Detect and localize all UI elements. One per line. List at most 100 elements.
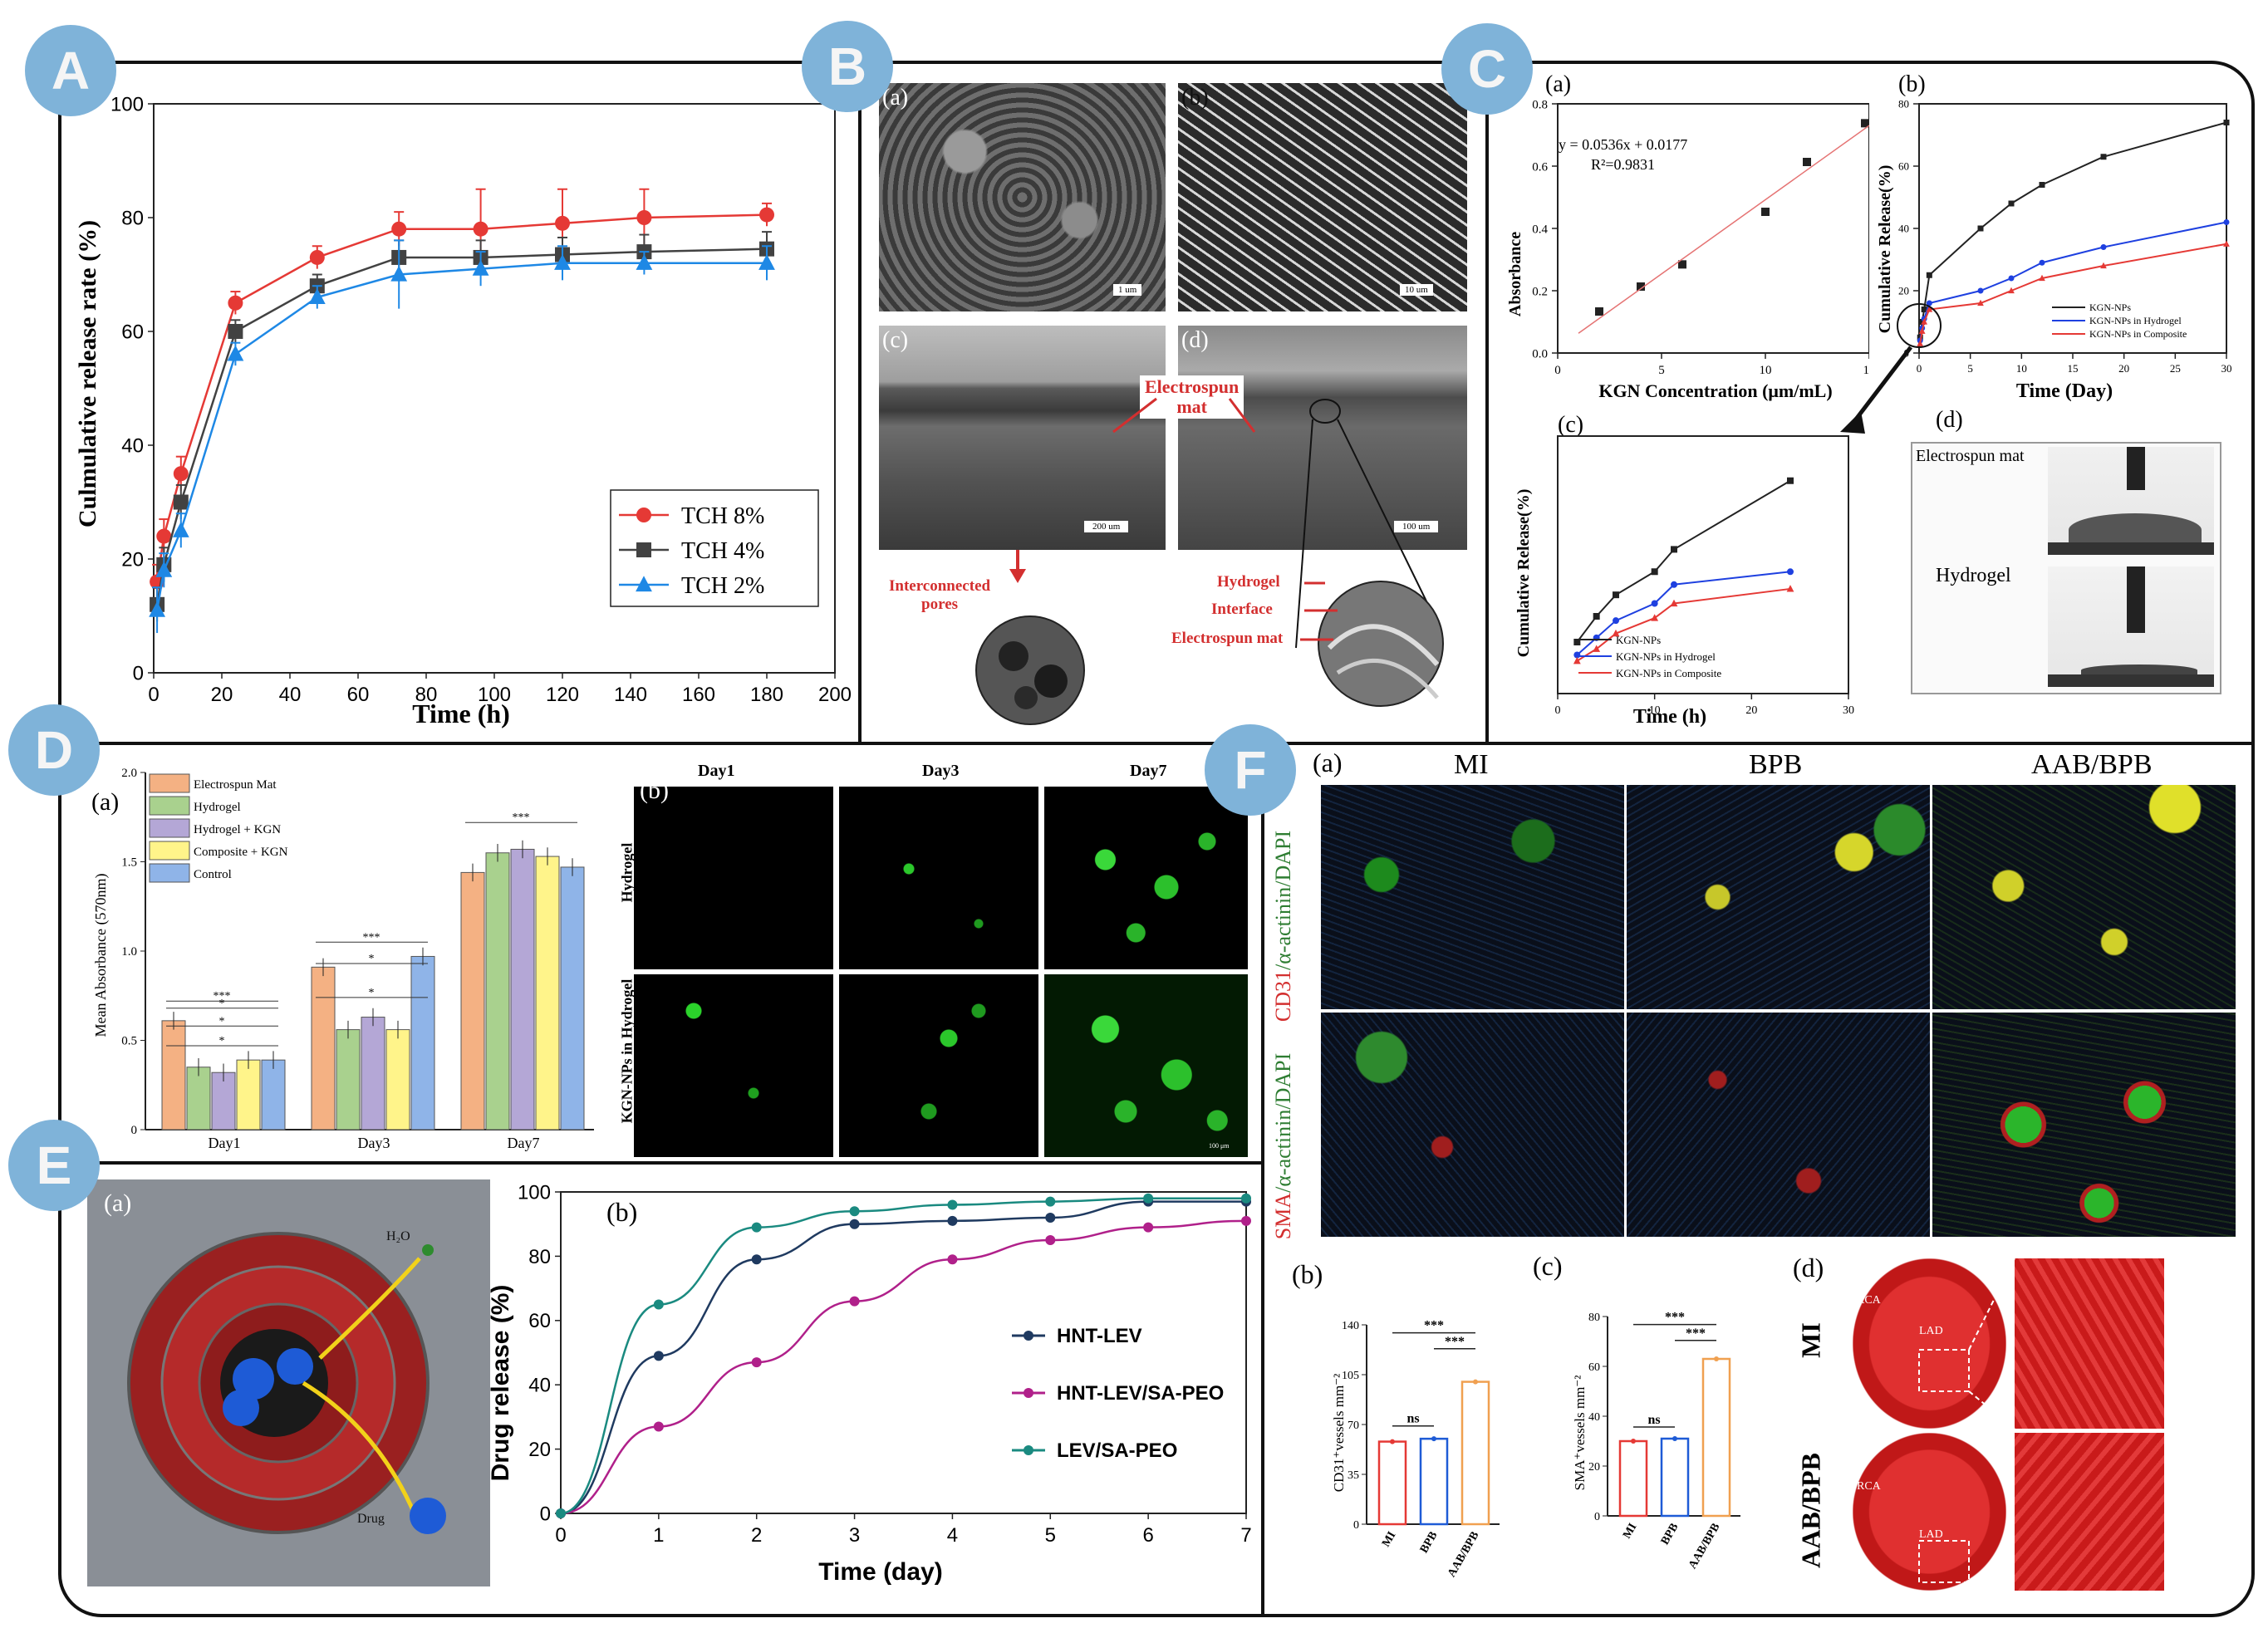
panel-d-a-sig: * (219, 1035, 225, 1047)
panel-e-b-series-line (560, 1219, 1247, 1515)
panel-e-b-xtick-label: 5 (1045, 1524, 1056, 1547)
lad-label-1: LAD (1919, 1325, 1943, 1337)
if-aab-cd31 (1932, 785, 2236, 1009)
panel-c-a-xlabel: KGN Concentration (μm/mL) (1598, 380, 1832, 401)
panel-c-a-ytick-label: 0.0 (1532, 347, 1548, 360)
panel-d-a-legend-label: Composite + KGN (194, 846, 288, 859)
panel-a-point (759, 207, 774, 223)
panel-a-ylabel: Culmulative release rate (%) (74, 220, 101, 527)
panel-a-point (472, 259, 489, 276)
panel-c-c-point (1651, 600, 1658, 607)
panel-a-ytick-label: 40 (121, 434, 144, 457)
panel-d-a-bar (535, 856, 560, 1130)
panel-c-d: (d) Electrospun mat Hydrogel (1902, 407, 2226, 698)
panel-f-b-ytick-label: 140 (1342, 1320, 1359, 1332)
panel-f-c-ytick-label: 20 (1588, 1461, 1600, 1474)
panel-c-c-axes-frame (1557, 435, 1849, 694)
panel-f-b-xtick-label: AAB/BPB (1446, 1530, 1481, 1580)
panel-f-c-bar (1618, 1439, 1648, 1518)
panel-a-chart: 0 20 40 60 80 100 120 140 160 180 200020406080100T… (74, 93, 852, 728)
panel-e-b-point (849, 1296, 860, 1307)
panel-d-a-legend-label: Hydrogel + KGN (194, 823, 281, 836)
panel-a-point (554, 254, 571, 270)
panel-c-c-point (1671, 546, 1677, 553)
panel-a-xtick-label: 40 (279, 684, 302, 706)
panel-e-b-xtick-label: 7 (1240, 1524, 1251, 1547)
panel-c-c-series-line (1576, 571, 1791, 656)
heart-mi (1853, 1258, 2006, 1429)
panel-f-c-sig: ns (1647, 1413, 1660, 1427)
panel-e-a: (a) H₂O Drug (87, 1179, 490, 1586)
fluor-d3-kgn (839, 974, 1038, 1157)
electrospun-mat-callout: Electrospun mat (1140, 375, 1244, 419)
panel-d-a-legend-swatch (149, 818, 190, 838)
panel-f-c-chart: (c) 0 20 40 60 80 MI BPB AAB/BPB ns ****** SMA⁺ve… (1533, 1251, 1740, 1572)
panel-a-point (173, 466, 189, 482)
panel-f-c-bar (1701, 1357, 1731, 1518)
if-bpb-sma (1627, 1013, 1930, 1237)
panel-e-b-point (1045, 1212, 1056, 1223)
panel-c-b-point (2100, 262, 2107, 269)
panel-c-b-point (2223, 240, 2230, 247)
panel-f-c-ytick-label: 60 (1588, 1361, 1600, 1374)
panel-f-b-dot (1390, 1439, 1395, 1444)
heart-aab-zoom (2015, 1433, 2164, 1591)
panel-d-a-legend-swatch (149, 773, 190, 793)
panel-e-b-point (1143, 1193, 1154, 1204)
panel-d-a-sig: * (369, 953, 375, 965)
if-mi-sma (1321, 1013, 1624, 1237)
panel-e-b-legend-label: HNT-LEV/SA-PEO (1057, 1382, 1224, 1405)
panel-a-series-line (155, 262, 767, 611)
badge-b: B (802, 21, 893, 112)
panel-a-xtick-label: 200 (818, 684, 852, 706)
panel-c-c-chart: (c) 0 10 20 30 KGN-NPs KGN-NPs in Hydrogel KGN… (1514, 412, 1854, 728)
panel-a-point (473, 221, 488, 237)
sem-label-b: (b) (1181, 85, 1209, 110)
panel-c-a-point (1803, 158, 1811, 166)
panel-a-xtick-label: 60 (347, 684, 370, 706)
panel-c-c-ylabel: Cumulative Release(%) (1514, 489, 1533, 658)
panel-d-a-bar (385, 1029, 410, 1130)
panel-e-b-xtick-label: 2 (751, 1524, 762, 1547)
panel-c-b-legend-label: KGN-NPs in Composite (2089, 328, 2187, 340)
panel-d-a-bar (560, 866, 585, 1130)
panel-e-b-ytick-label: 100 (518, 1181, 551, 1204)
panel-a-xtick-label: 160 (682, 684, 715, 706)
contact-image-mat (2048, 447, 2214, 555)
panel-d-a-sig: *** (363, 931, 380, 944)
panel-c-b-ytick-label: 60 (1898, 160, 1909, 173)
panel-d-b: (b) Day1 Day3 Day7 Hydrogel KGN-NPs in H… (615, 752, 1254, 1159)
panel-f-b-dot (1473, 1379, 1478, 1385)
panel-c-a-xtick-label: 15 (1863, 364, 1870, 377)
panel-e-b-point (556, 1508, 566, 1518)
fluor-d3-hydrogel (839, 787, 1038, 969)
panel-c-c-point (1671, 581, 1677, 588)
panel-c-b-point (2008, 287, 2015, 294)
panel-c-b-ytick-label: 0 (1904, 347, 1910, 360)
panel-c-c-xtick-label: 30 (1843, 704, 1854, 717)
panel-d-a-legend-swatch (149, 863, 190, 883)
panel-c-b-xtick-label: 15 (2068, 362, 2079, 375)
panel-c-b-ytick-label: 20 (1898, 285, 1909, 297)
panel-c-a-point (1761, 208, 1770, 216)
panel-a-legend-label: TCH 8% (681, 503, 764, 529)
rca-label-2: RCA (1857, 1480, 1881, 1493)
panel-a-xlabel: Time (h) (412, 699, 510, 728)
panel-c-c-point (1613, 617, 1619, 625)
panel-c-b-point (2100, 244, 2107, 250)
panel-f-c-bar (1660, 1437, 1690, 1518)
panel-c-c-xlabel: Time (h) (1633, 706, 1706, 728)
hydrogel-label: Hydrogel (1217, 573, 1280, 591)
panel-a-xtick-label: 180 (750, 684, 783, 706)
panel-a-xtick-label: 140 (614, 684, 647, 706)
panel-d-a-sig: * (369, 987, 375, 999)
panel-f-c-xtick-label: AAB/BPB (1686, 1522, 1722, 1572)
contact-image-hydrogel (2048, 566, 2214, 687)
panel-e-b-xtick-label: 1 (653, 1524, 664, 1547)
panel-f-b-chart: (b) 0 35 70 105 140 MI BPB AAB/BPB ns ****** CD31… (1292, 1259, 1500, 1580)
panel-f-b-sig: *** (1445, 1335, 1465, 1349)
panel-e-b-point (653, 1299, 664, 1310)
panel-f-d-label: (d) (1793, 1253, 1824, 1282)
panel-c-b-point (1977, 225, 1984, 232)
panel-e-b-point (1143, 1222, 1154, 1233)
